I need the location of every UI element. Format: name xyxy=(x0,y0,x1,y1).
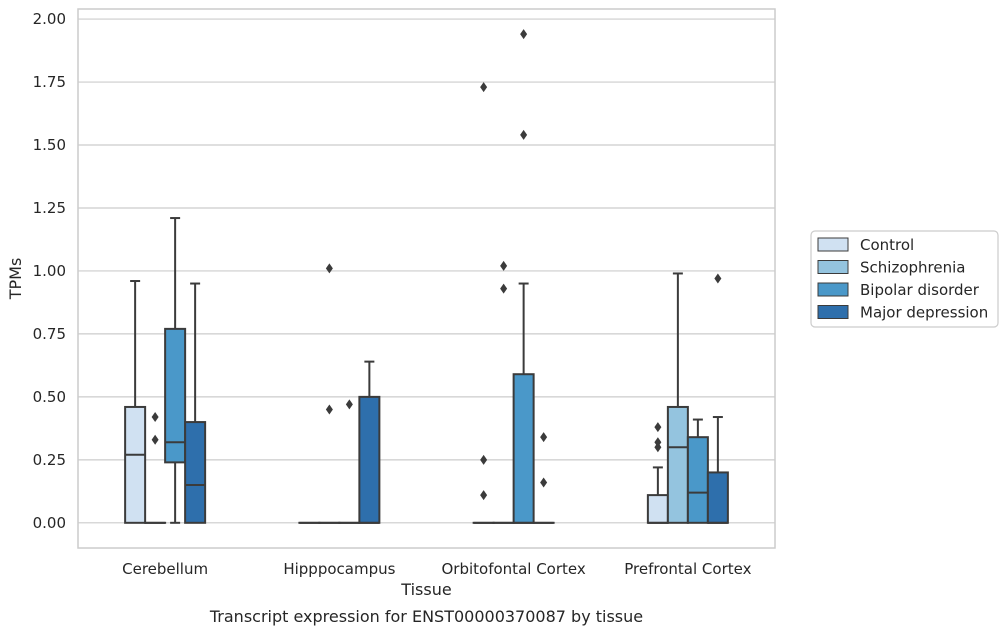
legend-swatch xyxy=(817,260,849,274)
legend-swatch xyxy=(817,282,849,297)
plot-frame xyxy=(77,8,776,549)
y-tick-label: 2.00 xyxy=(33,10,66,28)
box-group xyxy=(184,282,207,524)
outlier-point xyxy=(151,434,159,445)
y-tick-labels: 0.00 0.25 0.50 0.75 1.00 1.25 1.50 1.75 2.00 xyxy=(33,10,66,532)
box-group xyxy=(358,360,381,524)
box-group xyxy=(144,412,167,524)
box-group xyxy=(492,260,515,524)
outlier-point xyxy=(325,404,333,415)
outlier-point xyxy=(714,273,722,284)
box-group xyxy=(646,422,669,524)
legend: Control Schizophrenia Bipolar disorder Majo… xyxy=(810,230,999,328)
x-tick-label: Cerebellum xyxy=(122,560,208,578)
legend-label: Major depression xyxy=(860,304,988,322)
box-group xyxy=(338,399,361,524)
x-tick-labels: Cerebellum Hipppocampus Orbitofontal Corte… xyxy=(122,560,751,578)
outlier-point xyxy=(654,442,662,453)
box xyxy=(184,421,207,524)
box-group xyxy=(532,432,555,524)
x-tick-label: Prefrontal Cortex xyxy=(624,560,751,578)
y-tick-label: 1.75 xyxy=(33,73,66,91)
outlier-point xyxy=(500,283,508,294)
box-group xyxy=(706,273,729,524)
outlier-point xyxy=(345,399,353,410)
box-group xyxy=(686,418,709,524)
legend-swatch xyxy=(817,237,849,252)
box xyxy=(124,405,147,524)
box-marks xyxy=(124,29,729,524)
box-group xyxy=(512,29,535,524)
outlier-point xyxy=(654,422,662,433)
box-group xyxy=(164,217,187,524)
y-axis-label: TPMs xyxy=(6,258,25,301)
outlier-point xyxy=(520,129,528,140)
box xyxy=(164,327,187,464)
x-tick-label: Orbitofontal Cortex xyxy=(442,560,586,578)
outlier-point xyxy=(540,477,548,488)
legend-frame xyxy=(810,230,999,328)
outlier-point xyxy=(500,260,508,271)
box-group xyxy=(472,82,495,524)
box-group xyxy=(318,263,341,524)
legend-label: Control xyxy=(860,236,914,254)
box-group xyxy=(124,280,147,524)
outlier-point xyxy=(480,82,488,93)
y-tick-label: 1.50 xyxy=(33,136,66,154)
box xyxy=(706,471,729,524)
y-tick-label: 0.75 xyxy=(33,325,66,343)
y-tick-label: 1.25 xyxy=(33,199,66,217)
box xyxy=(646,494,669,524)
y-tick-label: 0.50 xyxy=(33,388,66,406)
y-tick-label: 1.00 xyxy=(33,262,66,280)
outlier-point xyxy=(540,432,548,443)
legend-swatch xyxy=(817,305,849,319)
chart-caption: Transcript expression for ENST0000037008… xyxy=(209,607,643,626)
box xyxy=(666,405,689,524)
legend-label: Bipolar disorder xyxy=(860,281,980,299)
outlier-point xyxy=(480,490,488,501)
y-tick-label: 0.25 xyxy=(33,451,66,469)
x-tick-label: Hipppocampus xyxy=(283,560,395,578)
outlier-point xyxy=(520,29,528,40)
outlier-point xyxy=(480,454,488,465)
box xyxy=(358,395,381,524)
box-group xyxy=(666,272,689,524)
y-tick-label: 0.00 xyxy=(33,514,66,532)
outlier-point xyxy=(325,263,333,274)
x-axis-label: Tissue xyxy=(400,580,451,599)
box xyxy=(686,436,709,524)
outlier-point xyxy=(654,437,662,448)
legend-label: Schizophrenia xyxy=(860,259,965,277)
outlier-point xyxy=(151,412,159,423)
box xyxy=(512,373,535,524)
